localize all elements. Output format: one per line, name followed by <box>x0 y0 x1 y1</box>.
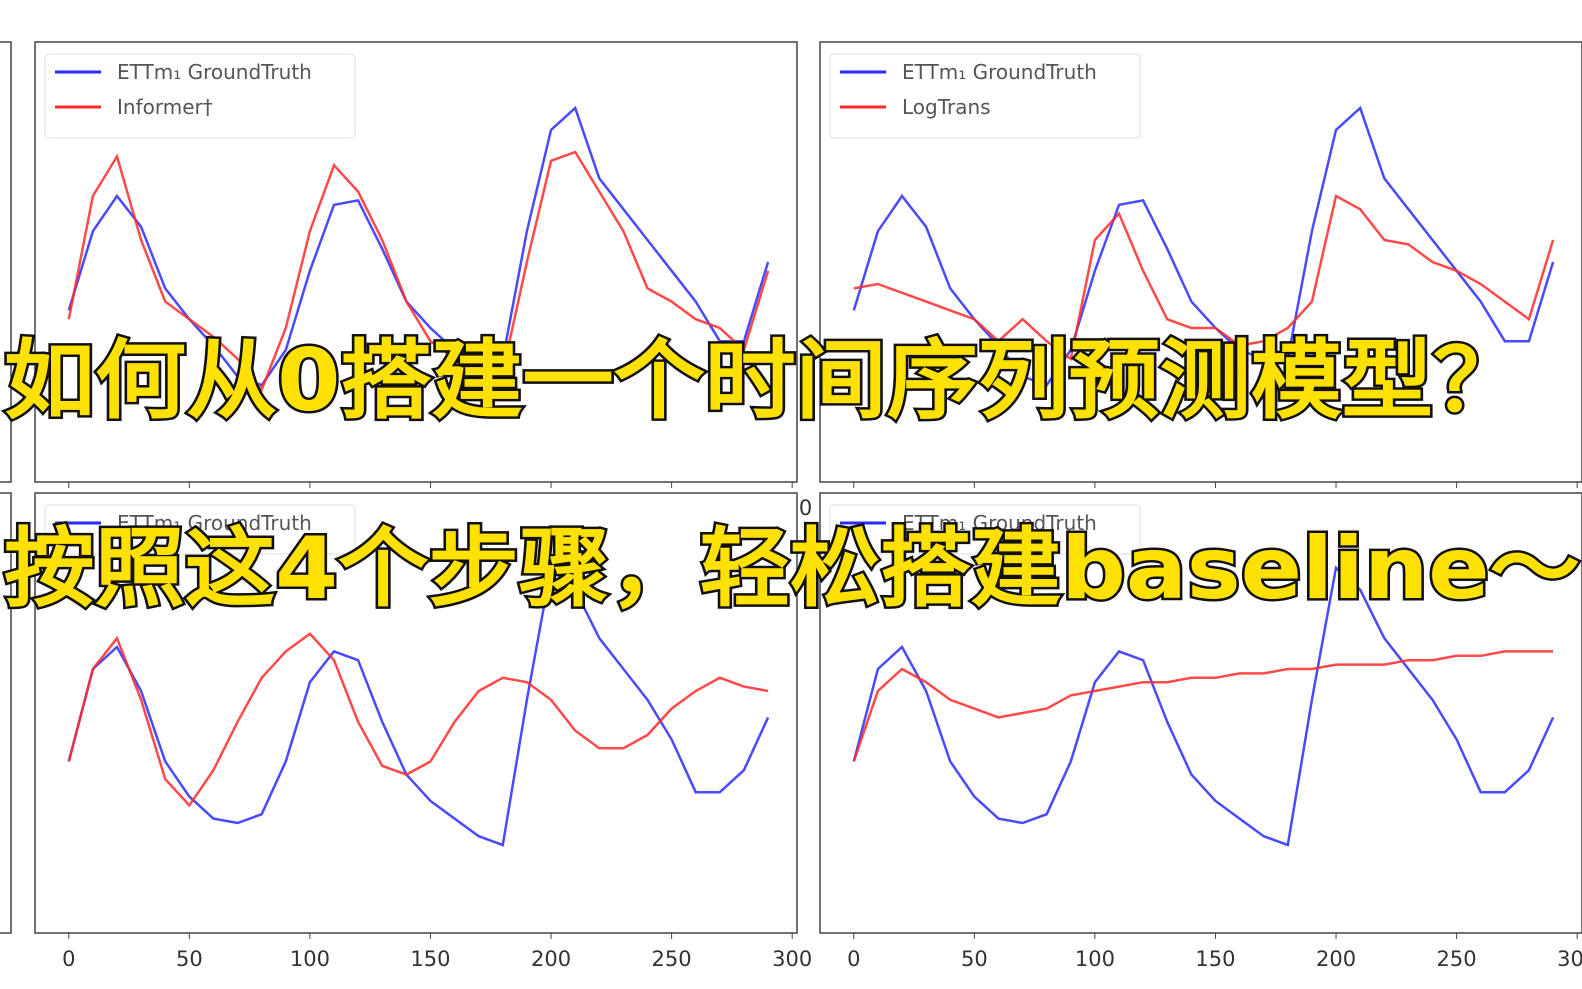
x-tick-label: 300 <box>1557 947 1582 971</box>
x-tick-label: 100 <box>1075 947 1115 971</box>
legend-label: Informer† <box>117 95 213 119</box>
charts: 0 50 100 150 200 250 300 ETTm₁ GroundTruth Infor… <box>34 41 1582 971</box>
series-line <box>852 650 1554 762</box>
x-tick-label: 50 <box>961 947 988 971</box>
x-tick-label: 100 <box>290 947 330 971</box>
series-line <box>67 565 770 847</box>
overlay-title: 如何从0搭建一个时间序列预测模型？ <box>4 331 1524 431</box>
legend-label: LogTrans <box>902 95 991 119</box>
legend-label: ETTm₁ GroundTruth <box>117 511 312 535</box>
legend-box <box>829 53 1141 139</box>
legend-label: ETTm₁ GroundTruth <box>902 511 1097 535</box>
x-tick-label: 300 <box>772 947 812 971</box>
x-tick-label: 200 <box>1316 947 1356 971</box>
x-tick-label: 150 <box>1195 947 1235 971</box>
legend-label: ETTm₁ GroundTruth <box>902 60 1097 84</box>
x-tick-label: 50 <box>176 947 203 971</box>
x-tick-label: 0 <box>62 947 75 971</box>
series-line <box>67 150 770 393</box>
x-tick-label: 0 <box>847 947 860 971</box>
legend-box <box>44 53 356 139</box>
chart-panel: 0 50 100 150 200 250 300 ETTm₁ GroundTruth <box>819 492 1582 971</box>
series-line <box>852 105 1555 387</box>
legend-box <box>44 504 356 555</box>
series-line <box>67 105 770 387</box>
series-line <box>853 194 1555 361</box>
series-line <box>852 565 1555 847</box>
series-line <box>67 632 769 808</box>
partial-panel <box>0 41 12 483</box>
x-tick-label: 200 <box>531 947 571 971</box>
overlay-subtitle: 按照这4个步骤，轻松搭建baseline～ <box>4 519 1580 619</box>
x-tick-label: 250 <box>652 947 692 971</box>
legend-box <box>829 504 1141 555</box>
plot-frame <box>819 492 1582 934</box>
plot-frame <box>34 492 798 934</box>
legend-label: ETTm₁ GroundTruth <box>117 60 312 84</box>
partial-panel <box>0 492 12 934</box>
chart-panel: 0 50 100 150 200 250 300 ETTm₁ GroundTruth <box>34 492 812 971</box>
x-tick-label: 250 <box>1437 947 1477 971</box>
x-tick-label: 150 <box>410 947 450 971</box>
